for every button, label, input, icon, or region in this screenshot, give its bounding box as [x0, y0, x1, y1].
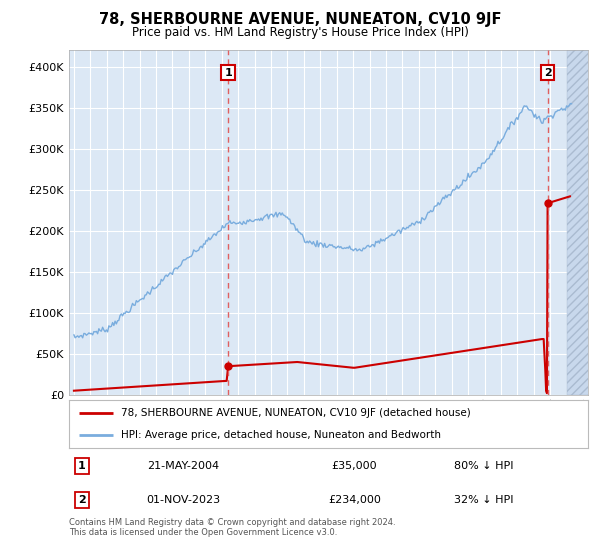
Text: 21-MAY-2004: 21-MAY-2004: [147, 461, 219, 471]
Text: £234,000: £234,000: [328, 495, 381, 505]
Text: 1: 1: [78, 461, 86, 471]
Text: 32% ↓ HPI: 32% ↓ HPI: [454, 495, 514, 505]
Text: 80% ↓ HPI: 80% ↓ HPI: [454, 461, 514, 471]
Text: 2: 2: [78, 495, 86, 505]
Text: HPI: Average price, detached house, Nuneaton and Bedworth: HPI: Average price, detached house, Nune…: [121, 430, 441, 440]
Text: Contains HM Land Registry data © Crown copyright and database right 2024.
This d: Contains HM Land Registry data © Crown c…: [69, 518, 395, 538]
Text: 78, SHERBOURNE AVENUE, NUNEATON, CV10 9JF (detached house): 78, SHERBOURNE AVENUE, NUNEATON, CV10 9J…: [121, 408, 470, 418]
Text: £35,000: £35,000: [332, 461, 377, 471]
Text: 1: 1: [224, 68, 232, 77]
Text: 2: 2: [544, 68, 551, 77]
Text: 01-NOV-2023: 01-NOV-2023: [146, 495, 220, 505]
Text: Price paid vs. HM Land Registry's House Price Index (HPI): Price paid vs. HM Land Registry's House …: [131, 26, 469, 39]
Bar: [566, 50, 600, 395]
Text: 78, SHERBOURNE AVENUE, NUNEATON, CV10 9JF: 78, SHERBOURNE AVENUE, NUNEATON, CV10 9J…: [99, 12, 501, 27]
